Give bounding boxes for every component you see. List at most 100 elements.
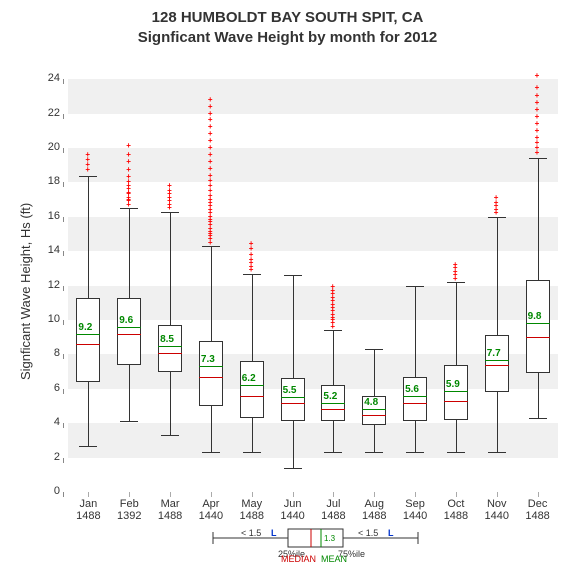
outlier-marker: +	[208, 124, 213, 130]
mean-line	[117, 327, 141, 328]
mean-value-label: 5.6	[405, 384, 419, 395]
outlier-marker: +	[208, 131, 213, 137]
grid-band	[68, 286, 558, 320]
month-label: Oct	[436, 498, 476, 510]
outlier-marker: +	[126, 159, 131, 165]
svg-text:L: L	[271, 528, 277, 538]
y-tick-label: 6	[38, 382, 60, 394]
month-label: Sep	[395, 498, 435, 510]
month-n: 1440	[273, 510, 313, 522]
y-tick-label: 2	[38, 451, 60, 463]
month-label: May	[232, 498, 272, 510]
outlier-marker: +	[535, 85, 540, 91]
x-tick-label: May1488	[232, 498, 272, 522]
mean-line	[403, 396, 427, 397]
median-line	[526, 337, 550, 338]
whisker-cap	[202, 452, 220, 453]
outlier-marker: +	[494, 195, 499, 201]
outlier-marker: +	[85, 152, 90, 158]
median-line	[76, 344, 100, 345]
outlier-marker: +	[126, 152, 131, 158]
y-axis-title: Signficant Wave Height, Hs (ft)	[18, 203, 33, 380]
x-tick	[293, 492, 294, 497]
grid-band	[68, 423, 558, 457]
grid-band	[68, 148, 558, 182]
svg-text:1.3: 1.3	[324, 534, 336, 543]
y-tick-label: 22	[38, 107, 60, 119]
whisker-cap	[406, 452, 424, 453]
median-line	[240, 396, 264, 397]
y-tick-label: 24	[38, 72, 60, 84]
plot-area: 024681012141618202224Jan14889.2++++Feb13…	[68, 62, 558, 492]
x-tick-label: Mar1488	[150, 498, 190, 522]
title-line-2: Signficant Wave Height by month for 2012	[0, 28, 575, 48]
y-tick-label: 20	[38, 141, 60, 153]
month-label: Apr	[191, 498, 231, 510]
median-line	[362, 415, 386, 416]
outlier-marker: +	[208, 111, 213, 117]
svg-text:L: L	[388, 528, 394, 538]
y-tick	[63, 148, 64, 153]
chart-title: 128 HUMBOLDT BAY SOUTH SPIT, CA Signfica…	[0, 0, 575, 47]
y-tick-label: 8	[38, 347, 60, 359]
outlier-marker: +	[167, 183, 172, 189]
mean-line	[199, 366, 223, 367]
median-line	[158, 353, 182, 354]
month-n: 1488	[518, 510, 558, 522]
month-n: 1440	[395, 510, 435, 522]
month-label: Feb	[109, 498, 149, 510]
grid-band	[68, 79, 558, 113]
whisker	[415, 286, 416, 453]
box	[444, 365, 468, 420]
whisker-cap	[79, 446, 97, 447]
month-n: 1392	[109, 510, 149, 522]
outlier-marker: +	[208, 97, 213, 103]
y-tick-label: 0	[38, 485, 60, 497]
svg-text:MEAN: MEAN	[321, 554, 347, 564]
mean-value-label: 8.5	[160, 334, 174, 345]
whisker-cap	[284, 275, 302, 276]
median-line	[403, 403, 427, 404]
whisker-cap	[79, 176, 97, 177]
outlier-marker: +	[535, 100, 540, 106]
box	[158, 325, 182, 371]
x-tick	[170, 492, 171, 497]
outlier-marker: +	[126, 143, 131, 149]
mean-value-label: 5.5	[283, 385, 297, 396]
median-line	[199, 377, 223, 378]
month-label: Dec	[518, 498, 558, 510]
x-tick	[415, 492, 416, 497]
median-line	[281, 403, 305, 404]
y-tick-label: 16	[38, 210, 60, 222]
chart-container: 128 HUMBOLDT BAY SOUTH SPIT, CA Signfica…	[0, 0, 575, 580]
legend-box: 1.3L< 1.5L< 1.5L25%ile75%ileMEDIANMEAN	[193, 528, 433, 568]
y-tick-label: 12	[38, 279, 60, 291]
x-tick-label: Aug1488	[354, 498, 394, 522]
outlier-marker: +	[208, 173, 213, 179]
y-tick	[63, 423, 64, 428]
whisker-cap	[365, 452, 383, 453]
x-tick-label: Jul1488	[313, 498, 353, 522]
svg-text:< 1.5: < 1.5	[358, 528, 378, 538]
whisker-cap	[120, 421, 138, 422]
box	[76, 298, 100, 382]
mean-value-label: 9.2	[78, 322, 92, 333]
outlier-marker: +	[208, 159, 213, 165]
outlier-marker: +	[535, 114, 540, 120]
x-tick	[497, 492, 498, 497]
mean-value-label: 4.8	[364, 397, 378, 408]
whisker-cap	[529, 158, 547, 159]
x-tick	[252, 492, 253, 497]
month-label: Aug	[354, 498, 394, 510]
title-line-1: 128 HUMBOLDT BAY SOUTH SPIT, CA	[0, 8, 575, 28]
whisker-cap	[161, 435, 179, 436]
month-n: 1488	[313, 510, 353, 522]
svg-text:< 1.5: < 1.5	[241, 528, 261, 538]
x-tick-label: Apr1440	[191, 498, 231, 522]
mean-line	[444, 391, 468, 392]
x-tick	[129, 492, 130, 497]
mean-value-label: 9.6	[119, 315, 133, 326]
whisker-cap	[488, 452, 506, 453]
mean-line	[362, 409, 386, 410]
y-tick	[63, 182, 64, 187]
